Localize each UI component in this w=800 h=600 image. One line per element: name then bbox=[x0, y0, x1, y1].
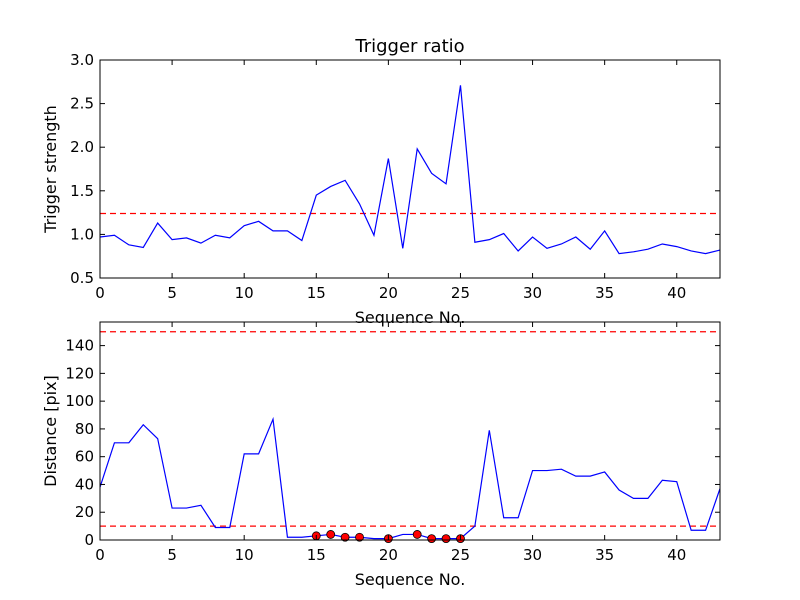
ratio-y-axis-label: Trigger strength bbox=[41, 105, 60, 234]
ratio-x-tick-label: 10 bbox=[235, 284, 254, 302]
ratio-x-tick-label: 30 bbox=[523, 284, 542, 302]
ratio-y-tick-label: 2.0 bbox=[70, 138, 94, 156]
distance-trigger-marker bbox=[441, 534, 451, 544]
distance-trigger-marker bbox=[326, 530, 336, 539]
ratio-y-tick-label: 3.0 bbox=[70, 51, 94, 69]
ratio-x-tick-label: 5 bbox=[167, 284, 177, 302]
trigger-ratio-panel: 0 5 10 15 20 25 30 35 40 0.5 1.0 1.5 2.0 2.5 3.0 Sequen… bbox=[41, 51, 721, 327]
ratio-y-tick-label: 2.5 bbox=[70, 95, 94, 113]
distance-x-axis-label: Sequence No. bbox=[355, 570, 466, 589]
distance-trigger-marker bbox=[355, 532, 364, 542]
ratio-x-tick-label: 35 bbox=[595, 284, 614, 302]
distance-x-tick-label: 0 bbox=[95, 546, 105, 564]
distance-y-axis-label: Distance [pix] bbox=[41, 375, 60, 487]
distance-y-tick-label: 80 bbox=[75, 420, 94, 438]
distance-x-tick-label: 5 bbox=[167, 546, 177, 564]
ratio-x-tick-label: 0 bbox=[95, 284, 105, 302]
distance-y-tick-label: 120 bbox=[65, 364, 94, 382]
ratio-x-tick-label: 20 bbox=[379, 284, 398, 302]
distance-y-tick-label: 140 bbox=[65, 337, 94, 355]
ratio-y-tick-label: 1.0 bbox=[70, 225, 94, 243]
distance-panel: 0 5 10 15 20 25 30 35 40 0 20 40 60 80 100 120 140 Sequen… bbox=[41, 321, 721, 589]
distance-x-tick-label: 20 bbox=[379, 546, 398, 564]
ratio-series-line bbox=[99, 85, 721, 255]
distance-y-tick-label: 0 bbox=[84, 531, 94, 549]
top-chart-title: Trigger ratio bbox=[354, 36, 464, 57]
ratio-x-tick-label: 40 bbox=[667, 284, 686, 302]
ratio-x-tick-label: 25 bbox=[451, 284, 470, 302]
distance-x-tick-label: 30 bbox=[523, 546, 542, 564]
ratio-x-tick-label: 15 bbox=[307, 284, 326, 302]
distance-y-tick-label: 40 bbox=[75, 475, 94, 493]
distance-series-line bbox=[99, 416, 721, 540]
distance-y-tick-label: 20 bbox=[75, 503, 94, 521]
distance-trigger-marker bbox=[427, 534, 437, 544]
distance-y-tick-label: 100 bbox=[65, 392, 94, 410]
distance-x-tick-label: 15 bbox=[307, 546, 326, 564]
distance-trigger-marker bbox=[412, 530, 422, 539]
distance-x-tick-label: 35 bbox=[595, 546, 614, 564]
ratio-y-tick-label: 1.5 bbox=[70, 182, 94, 200]
distance-x-tick-label: 10 bbox=[235, 546, 254, 564]
distance-y-tick-label: 60 bbox=[75, 448, 94, 466]
distance-plot-frame bbox=[99, 321, 721, 541]
distance-trigger-marker bbox=[340, 532, 350, 542]
ratio-x-axis-label: Sequence No. bbox=[355, 308, 466, 327]
ratio-plot-frame bbox=[99, 59, 721, 279]
distance-x-tick-label: 40 bbox=[667, 546, 686, 564]
distance-x-tick-label: 25 bbox=[451, 546, 470, 564]
ratio-y-tick-label: 0.5 bbox=[70, 269, 94, 287]
